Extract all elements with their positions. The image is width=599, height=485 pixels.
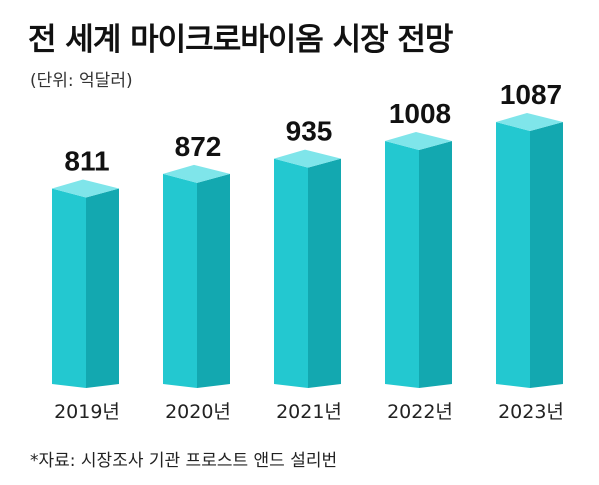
bar: [385, 132, 452, 388]
bar-side-face: [530, 122, 563, 388]
x-tick-label: 2020년: [165, 401, 231, 423]
data-label: 811: [64, 146, 109, 177]
x-tick-label: 2023년: [498, 401, 564, 423]
bar-side-face: [86, 188, 119, 388]
bar: [163, 164, 230, 388]
bar-top-face: [52, 179, 119, 198]
bar-front-face: [163, 173, 197, 388]
bar-side-face: [197, 173, 230, 388]
bar: [274, 149, 341, 388]
bar: [496, 113, 563, 388]
x-tick-label: 2021년: [276, 401, 342, 423]
bar-front-face: [274, 158, 308, 388]
unit-note: (단위: 억달러): [30, 71, 133, 91]
bar-top-face: [385, 132, 452, 151]
bar: [52, 179, 119, 388]
x-tick-label: 2022년: [387, 401, 453, 423]
bar-top-face: [274, 149, 341, 168]
bar-top-face: [496, 113, 563, 131]
data-label: 935: [286, 116, 333, 147]
bar-front-face: [52, 188, 86, 388]
x-tick-label: 2019년: [54, 401, 120, 423]
bar-front-face: [385, 141, 419, 388]
data-label: 872: [175, 131, 222, 162]
bar-front-face: [496, 122, 530, 388]
bar-side-face: [419, 141, 452, 388]
bar-side-face: [308, 158, 341, 388]
data-label: 1008: [389, 98, 451, 129]
bar-top-face: [163, 164, 230, 183]
source-note: *자료: 시장조사 기관 프로스트 앤드 설리번: [30, 451, 338, 471]
data-label: 1087: [500, 79, 562, 110]
chart-title: 전 세계 마이크로바이옴 시장 전망: [28, 22, 453, 58]
